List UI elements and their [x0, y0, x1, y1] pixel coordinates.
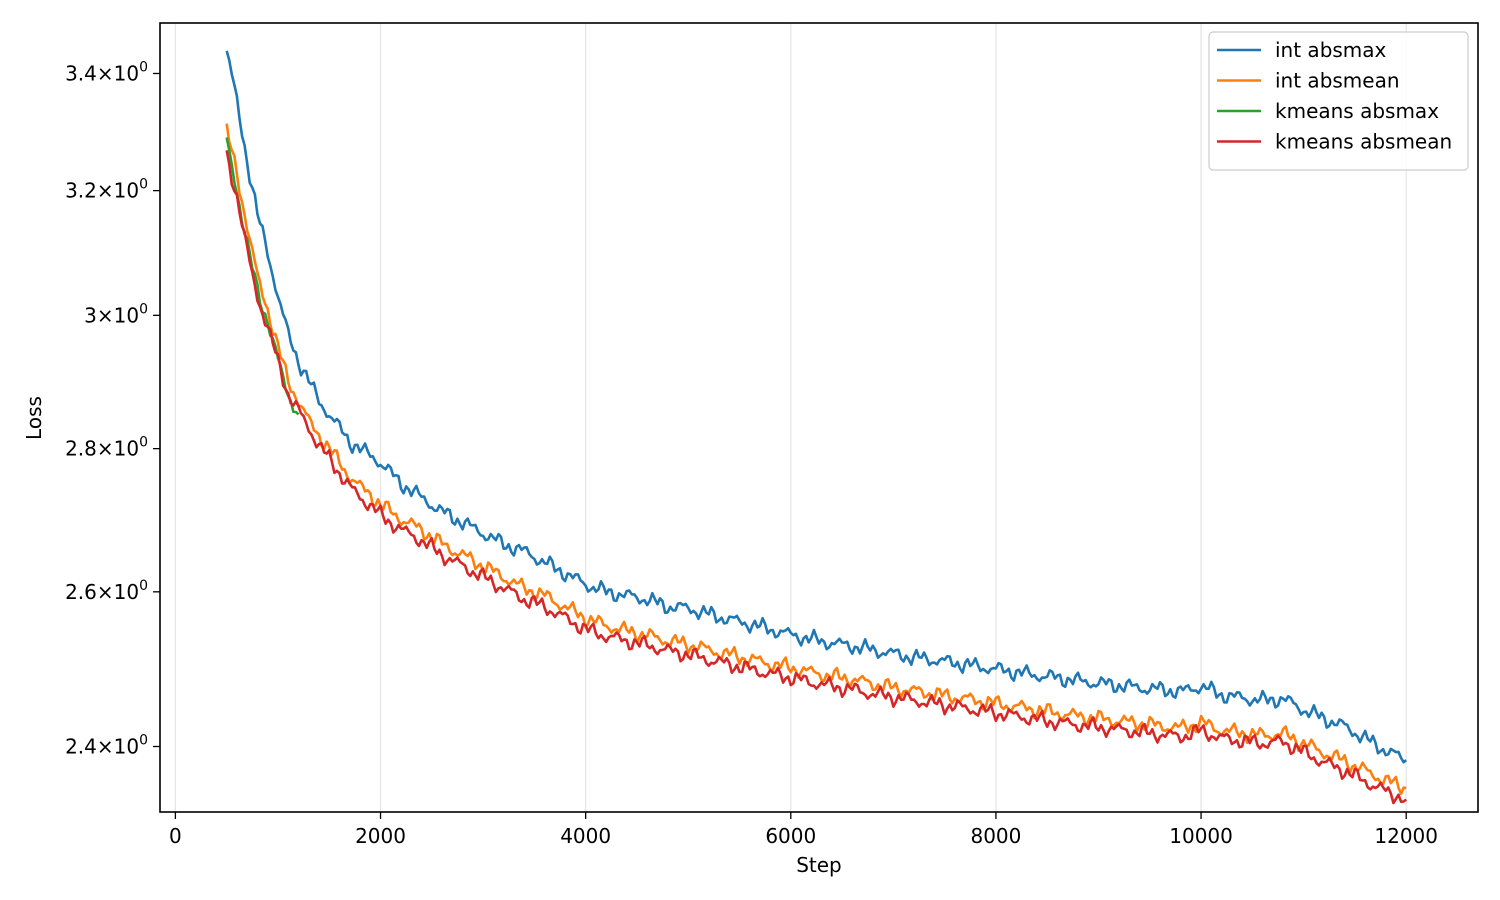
legend-box	[1208, 31, 1469, 171]
y-tick-label: 3×100	[84, 301, 148, 327]
y-tick-label: 3.4×100	[65, 59, 148, 85]
y-axis-label: Loss	[22, 396, 46, 440]
y-axis: 2.4×100 2.6×100 2.8×100 3×100 3.2×100 3.4×100	[65, 59, 160, 758]
series-lines	[225, 50, 1407, 805]
series-line	[225, 50, 1407, 764]
plot-frame	[159, 22, 1479, 813]
legend-label: kmeans absmean	[1275, 130, 1452, 154]
x-tick-label: 4000	[560, 824, 611, 848]
x-tick-label: 0	[169, 824, 182, 848]
legend: int absmax int absmean kmeans absmax kmeans…	[1208, 31, 1469, 171]
legend-label: int absmax	[1275, 38, 1387, 62]
y-tick-label: 3.2×100	[65, 177, 148, 203]
x-tick-label: 6000	[765, 824, 816, 848]
legend-label: kmeans absmax	[1275, 99, 1439, 123]
x-tick-label: 8000	[970, 824, 1021, 848]
series-line	[225, 150, 1407, 805]
x-axis-label: Step	[796, 853, 842, 877]
legend-label: int absmean	[1275, 69, 1400, 93]
y-tick-label: 2.6×100	[65, 578, 148, 604]
y-tick-label: 2.4×100	[65, 732, 148, 758]
x-tick-label: 2000	[355, 824, 406, 848]
x-axis: 0 2000 4000 6000 8000 10000 12000	[169, 812, 1438, 848]
x-tick-label: 12000	[1374, 824, 1438, 848]
x-tick-label: 10000	[1169, 824, 1233, 848]
series-line	[225, 123, 1407, 796]
y-tick-label: 2.8×100	[65, 435, 148, 461]
